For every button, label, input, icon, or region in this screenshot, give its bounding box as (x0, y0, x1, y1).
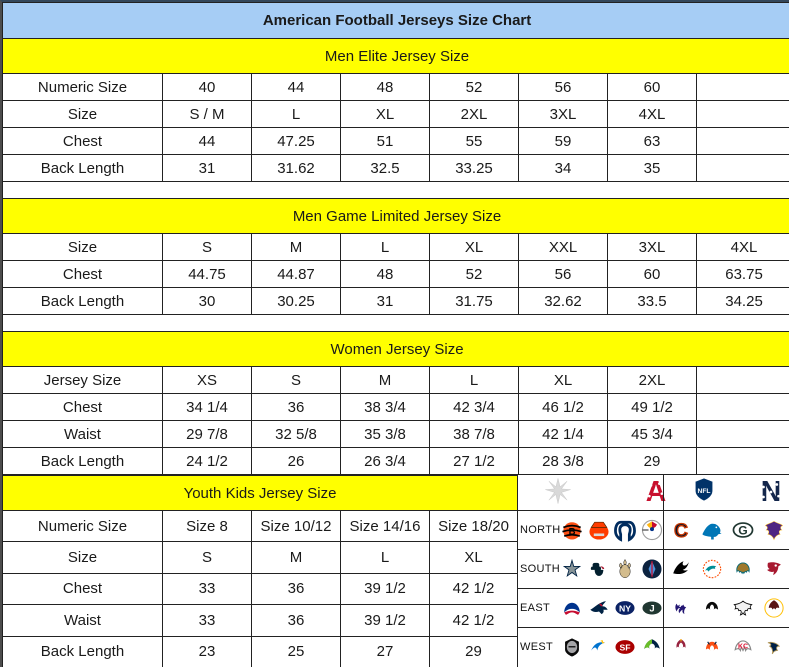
svg-text:NY: NY (619, 603, 631, 613)
svg-text:C: C (674, 521, 688, 542)
svg-text:B: B (569, 526, 576, 537)
svg-text:NFL: NFL (698, 488, 711, 495)
svg-text:KC: KC (738, 644, 748, 651)
svg-text:J: J (649, 603, 654, 614)
svg-text:G: G (738, 523, 747, 537)
svg-text:SF: SF (620, 642, 631, 652)
